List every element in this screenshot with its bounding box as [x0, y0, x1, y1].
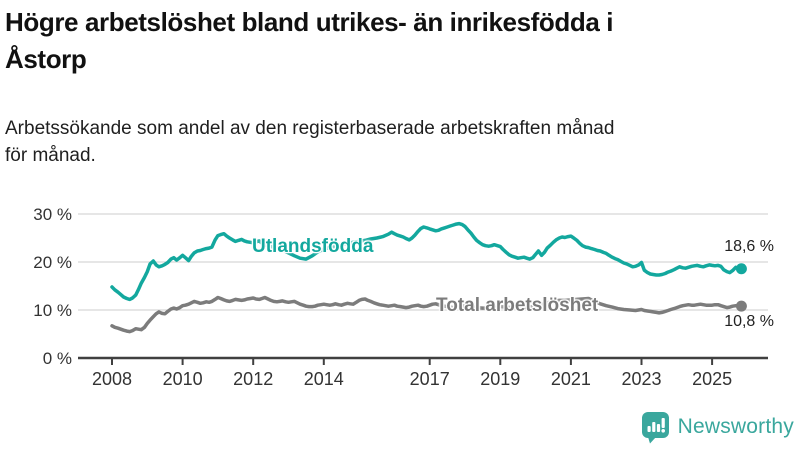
y-tick-label: 30 % [33, 205, 72, 224]
end-value-label-total: 10,8 % [724, 313, 774, 330]
chart-subtitle: Arbetssökande som andel av den registerb… [5, 118, 615, 166]
x-tick-label: 2021 [551, 369, 591, 389]
series-end-dot-1 [735, 300, 747, 312]
end-value-label-utlandsfodda: 18,6 % [724, 238, 774, 255]
y-tick-label: 10 % [33, 301, 72, 320]
x-tick-label: 2019 [480, 369, 520, 389]
y-tick-label: 20 % [33, 253, 72, 272]
newsworthy-logo: Newsworthy [641, 410, 794, 444]
series-line-0 [110, 221, 744, 302]
x-tick-label: 2017 [410, 369, 450, 389]
series-label-utlandsfodda: Utlandsfödda [252, 236, 374, 257]
chart-title: Högre arbetslöshet bland utrikes- än inr… [5, 7, 614, 74]
x-tick-label: 2008 [92, 369, 132, 389]
x-tick-label: 2025 [692, 369, 732, 389]
series-end-dot-0 [735, 263, 747, 275]
newsworthy-logo-text: Newsworthy [677, 415, 794, 438]
x-tick-label: 2014 [304, 369, 344, 389]
series-label-total-arbetsloshet: Total arbetslöshet [436, 295, 599, 316]
newsworthy-logo-icon [641, 411, 669, 443]
x-tick-label: 2023 [621, 369, 661, 389]
y-tick-label: 0 % [43, 349, 72, 368]
x-tick-label: 2010 [163, 369, 203, 389]
series-line-1 [110, 295, 744, 334]
x-tick-label: 2012 [233, 369, 273, 389]
